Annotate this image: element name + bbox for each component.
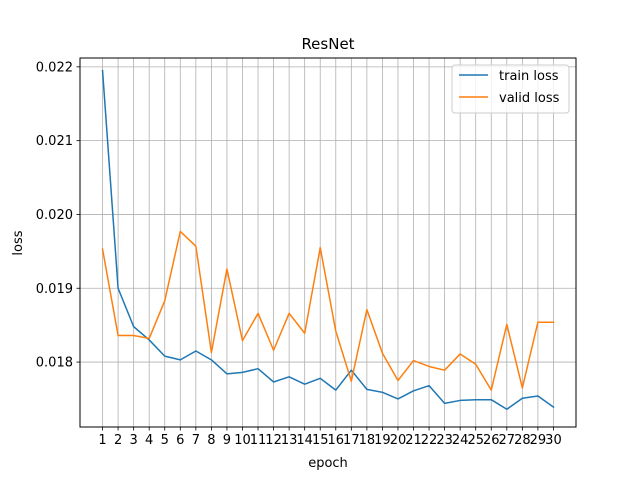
legend: train loss valid loss: [451, 64, 570, 114]
x-tick-label: 14: [296, 433, 313, 448]
x-axis-label: epoch: [308, 456, 348, 471]
series-lines: [101, 69, 555, 411]
x-tick-label: 25: [467, 433, 484, 448]
x-axis-ticks: 1 2 3 4 5 6 7 8 9 10 11 12 13 14 15 16 17 18 19 20 21 22 23 24 2…: [98, 427, 562, 448]
x-tick-label: 22: [421, 433, 438, 448]
legend-box: [451, 64, 570, 114]
x-tick-label: 29: [530, 433, 547, 448]
x-tick-label: 27: [499, 433, 516, 448]
x-tick-label: 15: [312, 433, 329, 448]
x-tick-label: 13: [281, 433, 298, 448]
y-tick-label: 0.018: [36, 356, 73, 371]
x-tick-label: 5: [161, 433, 169, 448]
x-tick-label: 30: [545, 433, 562, 448]
x-tick-label: 9: [223, 433, 231, 448]
y-tick-label: 0.021: [36, 134, 73, 149]
y-tick-label: 0.019: [36, 282, 73, 297]
x-tick-label: 16: [328, 433, 345, 448]
x-tick-label: 20: [390, 433, 407, 448]
x-tick-label: 12: [265, 433, 282, 448]
y-tick-label: 0.022: [36, 60, 73, 75]
x-tick-label: 11: [250, 433, 267, 448]
y-axis-ticks: 0.018 0.019 0.020 0.021 0.022: [36, 60, 80, 371]
legend-label-train-loss: train loss: [499, 69, 559, 84]
series-line-valid-loss: [101, 230, 555, 391]
x-tick-label: 8: [207, 433, 215, 448]
x-tick-label: 24: [452, 433, 469, 448]
x-tick-label: 19: [374, 433, 391, 448]
chart-title: ResNet: [301, 35, 354, 53]
x-tick-label: 3: [130, 433, 138, 448]
y-tick-label: 0.020: [36, 208, 73, 223]
x-tick-label: 21: [405, 433, 422, 448]
plot-frame: [79, 57, 577, 428]
x-tick-label: 28: [514, 433, 531, 448]
x-tick-label: 18: [359, 433, 376, 448]
x-tick-label: 26: [483, 433, 500, 448]
y-axis-label: loss: [11, 230, 26, 255]
x-tick-label: 2: [114, 433, 122, 448]
grid: [80, 58, 576, 427]
x-tick-label: 23: [436, 433, 453, 448]
series-line-train-loss: [101, 69, 555, 411]
x-tick-label: 4: [145, 433, 153, 448]
x-tick-label: 17: [343, 433, 360, 448]
x-tick-label: 6: [176, 433, 184, 448]
x-tick-label: 1: [98, 433, 106, 448]
legend-label-valid-loss: valid loss: [499, 91, 560, 106]
x-tick-label: 10: [234, 433, 251, 448]
x-tick-label: 7: [192, 433, 200, 448]
